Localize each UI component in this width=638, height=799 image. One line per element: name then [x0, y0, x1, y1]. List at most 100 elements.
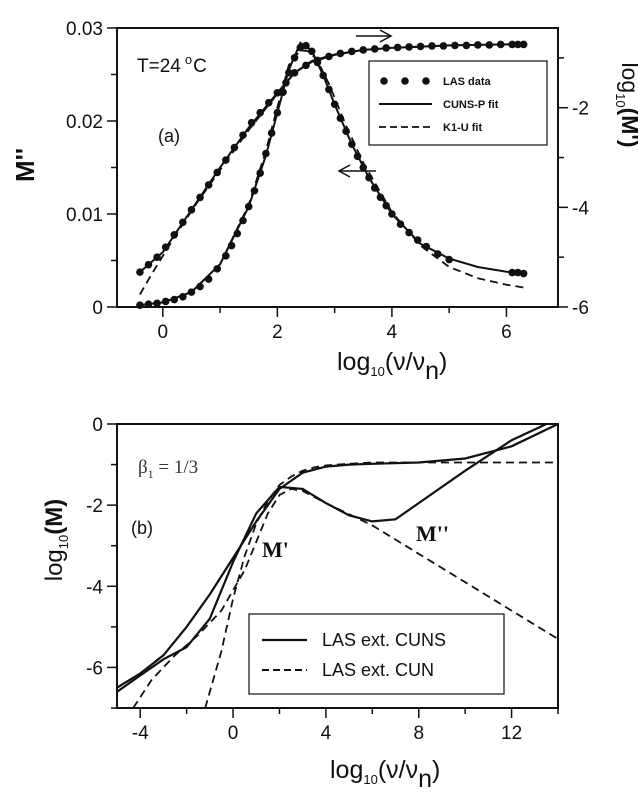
panel-a-data-point: [290, 53, 299, 62]
panel-a: 0 2 4 6 0 0.01 0.02 0.03 -6 -4 -2 T=24 oC (a) LAS d…: [10, 19, 638, 385]
ylabel-b-arg: (M): [41, 499, 68, 535]
panel-a-data-point: [519, 269, 528, 278]
ylabel-right-arg: (M'): [617, 108, 638, 148]
panel-a-data-point: [267, 129, 276, 137]
panel-a-data-point: [370, 184, 379, 192]
beta-symbol: β: [138, 457, 148, 478]
panel-a-ytick-left-label: 0.03: [66, 19, 103, 40]
panel-a-data-point: [233, 229, 242, 238]
panel-a-data-point: [227, 241, 236, 250]
panel-b-frame: [116, 423, 559, 709]
panel-b-series-cuns-mdprime: [116, 423, 547, 693]
panel-a-data-point: [474, 41, 482, 49]
panel-a-data-point: [262, 149, 270, 158]
legend-b-item-1: LAS ext. CUN: [322, 660, 434, 680]
panel-a-data-point: [279, 88, 287, 96]
panel-a-data-point: [264, 98, 273, 107]
panel-a-data-point: [519, 40, 528, 49]
panel-b-ytick-label: -6: [86, 658, 103, 679]
xlabel-a-log: log: [337, 348, 370, 376]
panel-a-data-point: [204, 181, 213, 189]
panel-a-data-point: [405, 43, 413, 51]
panel-a-data-point: [336, 49, 345, 58]
xlabel-b-sub: 10: [363, 772, 377, 787]
xlabel-a-argsub: n: [425, 357, 439, 385]
panel-a-data-point: [485, 41, 494, 49]
ylabel-b-log: log: [41, 549, 68, 581]
temperature-degree: o: [185, 52, 192, 67]
xlabel-a-close: ): [439, 348, 447, 376]
panel-a-data-point: [382, 201, 390, 210]
panel-a-data-point: [247, 118, 256, 127]
panel-b-label: (b): [131, 518, 153, 538]
panel-a-data-point: [256, 169, 264, 177]
legend-a-item-2: K1-U fit: [443, 122, 482, 134]
xlabel-a-sub: 10: [370, 364, 384, 379]
panel-a-temperature-annotation: T=24 oC: [137, 52, 207, 77]
panel-a-data-point: [359, 163, 368, 172]
panel-a-data-point: [325, 85, 333, 94]
panel-a-data-point: [393, 43, 402, 52]
panel-a-data-point: [302, 61, 310, 70]
panel-a-data-point: [179, 292, 187, 301]
panel-a-data-point: [144, 300, 153, 309]
panel-a-data-point: [302, 41, 310, 50]
panel-a-xlabel: log10(ν/νn): [337, 348, 447, 385]
panel-a-data-point: [256, 108, 264, 117]
panel-a-ylabel-right: log10(M'): [613, 62, 638, 147]
panel-b-xlabel: log10(ν/νn): [330, 756, 440, 793]
legend-b-box: [248, 613, 505, 695]
panel-a-data-point: [428, 42, 436, 50]
panel-a-data-point: [196, 282, 204, 291]
panel-a-data-point: [285, 68, 293, 77]
panel-b-beta-annotation: β1 = 1/3: [138, 457, 198, 481]
xlabel-b-arg: (ν/ν: [378, 756, 418, 784]
panel-a-data-point: [422, 242, 431, 251]
xlabel-b-argsub: n: [418, 765, 432, 793]
panel-a-data-point: [144, 260, 153, 269]
panel-a-data-point: [296, 43, 305, 52]
panel-a-data-point: [250, 186, 259, 195]
panel-a-data-point: [508, 40, 516, 49]
panel-a-data-point: [330, 100, 339, 109]
panel-a-data-point: [348, 47, 356, 56]
panel-b-series-cun-mdprime: [132, 487, 559, 709]
panel-a-data-point: [230, 143, 239, 152]
panel-a-data-point: [273, 108, 282, 117]
panel-a-data-point: [413, 236, 422, 244]
legend-a-item-0: LAS data: [443, 76, 492, 88]
panel-a-data-point: [508, 268, 516, 277]
panel-a-data-point: [307, 47, 316, 56]
panel-a-data-point: [451, 41, 459, 50]
panel-a-data-point: [445, 255, 453, 264]
panel-a-data-point: [396, 220, 405, 229]
panel-b: -4 0 4 8 12 0 -2 -4 -6 β1 = 1/3 (b) M' M'' LAS e…: [41, 415, 559, 793]
panel-a-data-point: [290, 69, 299, 77]
panel-b-ytick-label: -2: [86, 496, 103, 517]
panel-a-data-point: [170, 295, 179, 304]
panel-a-data-point: [439, 42, 448, 50]
panel-b-ylabel: log10(M): [41, 499, 71, 581]
panel-a-ytick-left-label: 0.02: [66, 112, 103, 133]
panel-a-data-point: [388, 210, 396, 218]
panel-a-data-point: [514, 268, 522, 277]
panel-a-data-point: [348, 140, 356, 149]
panel-b-xtick-label: 8: [413, 723, 424, 744]
panel-a-data-point: [353, 152, 362, 161]
temperature-text: T=24: [137, 56, 181, 77]
panel-a-data-point: [161, 243, 170, 252]
panel-a-ytick-left-label: 0.01: [66, 205, 103, 226]
panel-a-data-point: [239, 131, 247, 139]
panel-a-data-point: [462, 41, 471, 50]
panel-a-ytick-right-label: -2: [572, 99, 589, 120]
panel-a-data-point: [359, 46, 368, 54]
ylabel-right-log: log: [617, 62, 638, 93]
beta-sub: 1: [148, 467, 154, 481]
xlabel-b-close: ): [432, 756, 440, 784]
panel-a-data-point: [153, 299, 161, 308]
panel-a-data-point: [213, 265, 222, 273]
panel-a-xtick-label: 4: [387, 322, 398, 343]
panel-b-ticks: -4 0 4 8 12 0 -2 -4 -6: [86, 415, 559, 744]
xlabel-b-log: log: [330, 756, 363, 784]
